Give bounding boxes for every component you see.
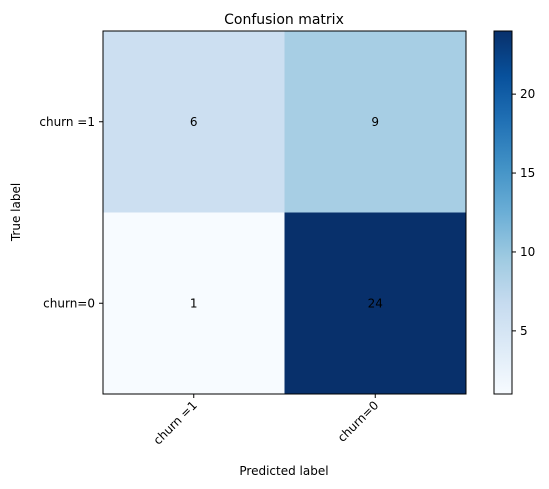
colorbar-tick-label: 10 bbox=[520, 245, 535, 259]
chart-title: Confusion matrix bbox=[224, 12, 344, 28]
cell-value-label: 1 bbox=[190, 296, 198, 310]
cell-value-label: 6 bbox=[190, 115, 198, 129]
y-tick-label: churn=0 bbox=[43, 296, 95, 310]
plot-frame bbox=[102, 30, 467, 395]
y-axis-label: True label bbox=[9, 183, 23, 242]
heatmap-cells: 6 9 1 24 bbox=[103, 31, 466, 394]
y-tick-label: churn =1 bbox=[39, 115, 95, 129]
colorbar-tick-label: 5 bbox=[520, 324, 528, 338]
y-axis-ticks: churn =1 churn=0 bbox=[39, 115, 103, 310]
colorbar-tick-label: 15 bbox=[520, 166, 535, 180]
heatmap-cell bbox=[284, 31, 466, 213]
colorbar bbox=[493, 30, 513, 395]
colorbar-tick-label: 20 bbox=[520, 87, 535, 101]
x-axis-ticks: churn =1 churn=0 bbox=[151, 394, 382, 447]
heatmap-cell bbox=[284, 212, 466, 394]
colorbar-ticks: 5 10 15 20 bbox=[512, 87, 535, 338]
x-tick-label: churn=0 bbox=[335, 398, 382, 445]
heatmap-cell bbox=[103, 212, 285, 394]
heatmap-cell bbox=[103, 31, 285, 213]
cell-value-label: 9 bbox=[371, 115, 379, 129]
x-axis-label: Predicted label bbox=[239, 464, 328, 478]
cell-value-label: 24 bbox=[368, 296, 383, 310]
x-tick-label: churn =1 bbox=[151, 398, 200, 447]
